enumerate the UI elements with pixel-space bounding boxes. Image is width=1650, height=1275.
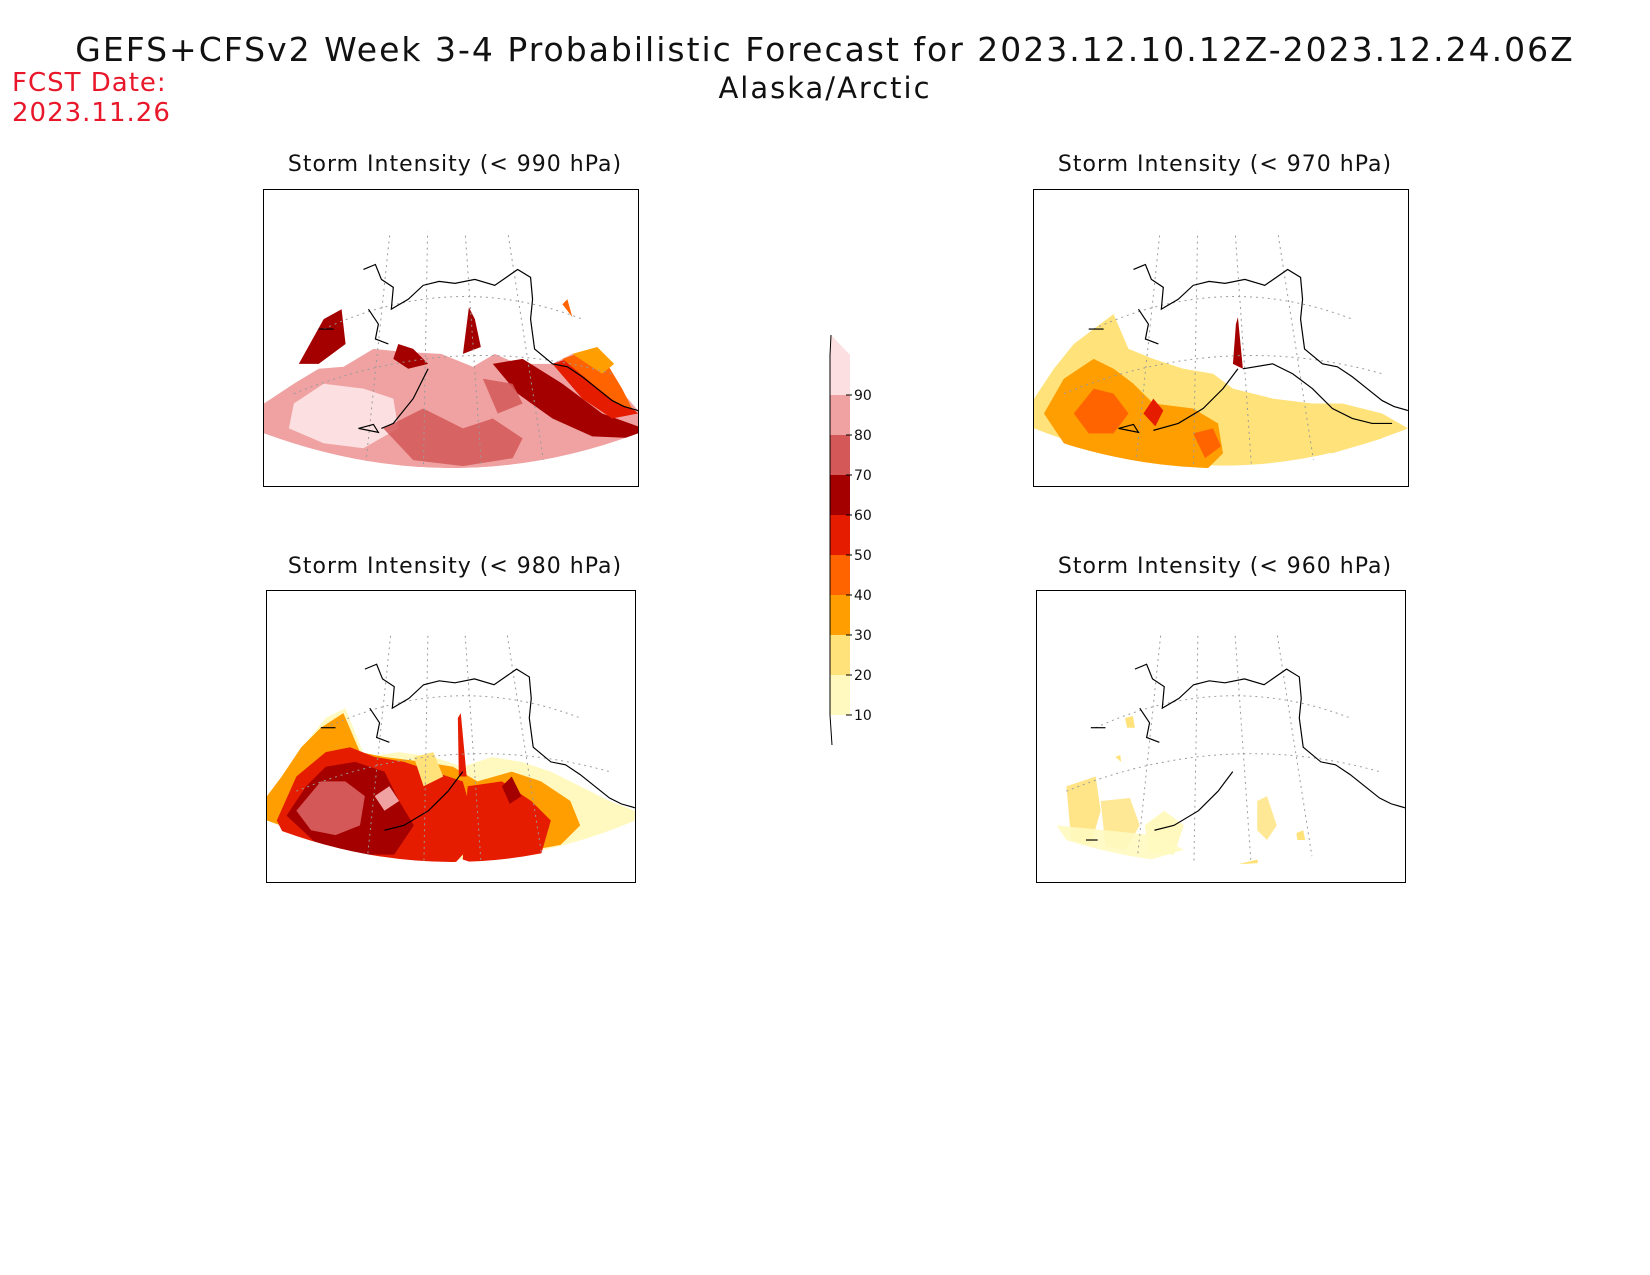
map-panel-960: [1036, 590, 1406, 883]
colorbar-label: 90: [854, 388, 872, 404]
colorbar: 10 20 30 40 50 60 70 80 90: [820, 335, 920, 745]
colorbar-bottom-tip: [830, 715, 850, 745]
map-panel-970: [1033, 189, 1409, 487]
coastline: [1088, 263, 1408, 434]
probability-fill: [264, 299, 638, 469]
map-gridlines: [293, 199, 613, 486]
title-main: GEFS+CFSv2 Week 3-4 Probabilistic Foreca…: [75, 30, 1575, 69]
colorbar-cell: [830, 595, 850, 635]
colorbar-cell: [830, 475, 850, 515]
title-region: Alaska/Arctic: [718, 71, 932, 105]
colorbar-label: 60: [854, 508, 872, 524]
panel-title-970: Storm Intensity (< 970 hPa): [1057, 152, 1393, 177]
panel-title-960: Storm Intensity (< 960 hPa): [1057, 554, 1393, 579]
map-990-svg: [264, 190, 638, 486]
colorbar-label: 10: [854, 708, 872, 724]
coastline: [318, 263, 638, 434]
forecast-date-label: FCST Date:: [12, 68, 167, 98]
colorbar-cell: [830, 355, 850, 395]
colorbar-label: 70: [854, 468, 872, 484]
colorbar-cell: [830, 515, 850, 555]
colorbar-cell: [830, 635, 850, 675]
map-mask: [267, 591, 635, 882]
figure-title: GEFS+CFSv2 Week 3-4 Probabilistic Foreca…: [0, 30, 1650, 105]
colorbar-label: 40: [854, 588, 872, 604]
colorbar-svg: 10 20 30 40 50 60 70 80 90: [829, 335, 872, 745]
map-970-svg: [1034, 190, 1408, 486]
colorbar-label: 30: [854, 628, 872, 644]
map-980-svg: [267, 591, 635, 882]
colorbar-cell: [830, 435, 850, 475]
panel-title-990: Storm Intensity (< 990 hPa): [287, 152, 623, 177]
map-gridlines: [1063, 199, 1383, 486]
map-960-svg: [1037, 591, 1405, 882]
colorbar-label: 50: [854, 548, 872, 564]
coastline: [1085, 663, 1405, 841]
probability-fill: [267, 708, 635, 877]
map-gridlines: [296, 600, 610, 882]
map-mask: [264, 190, 638, 486]
map-gridlines: [1066, 600, 1380, 882]
forecast-date-value: 2023.11.26: [12, 98, 171, 128]
coastline: [320, 663, 635, 831]
colorbar-top-tip: [830, 335, 850, 355]
map-panel-980: [266, 590, 636, 883]
probability-fill: [1034, 314, 1408, 474]
colorbar-cell: [830, 395, 850, 435]
colorbar-cell: [830, 555, 850, 595]
colorbar-cell: [830, 675, 850, 715]
map-panel-990: [263, 189, 639, 487]
colorbar-label: 20: [854, 668, 872, 684]
panel-title-980: Storm Intensity (< 980 hPa): [287, 554, 623, 579]
map-mask: [1034, 190, 1408, 486]
forecast-date: FCST Date: 2023.11.26: [12, 68, 171, 128]
map-mask: [1037, 591, 1405, 882]
colorbar-label: 80: [854, 428, 872, 444]
